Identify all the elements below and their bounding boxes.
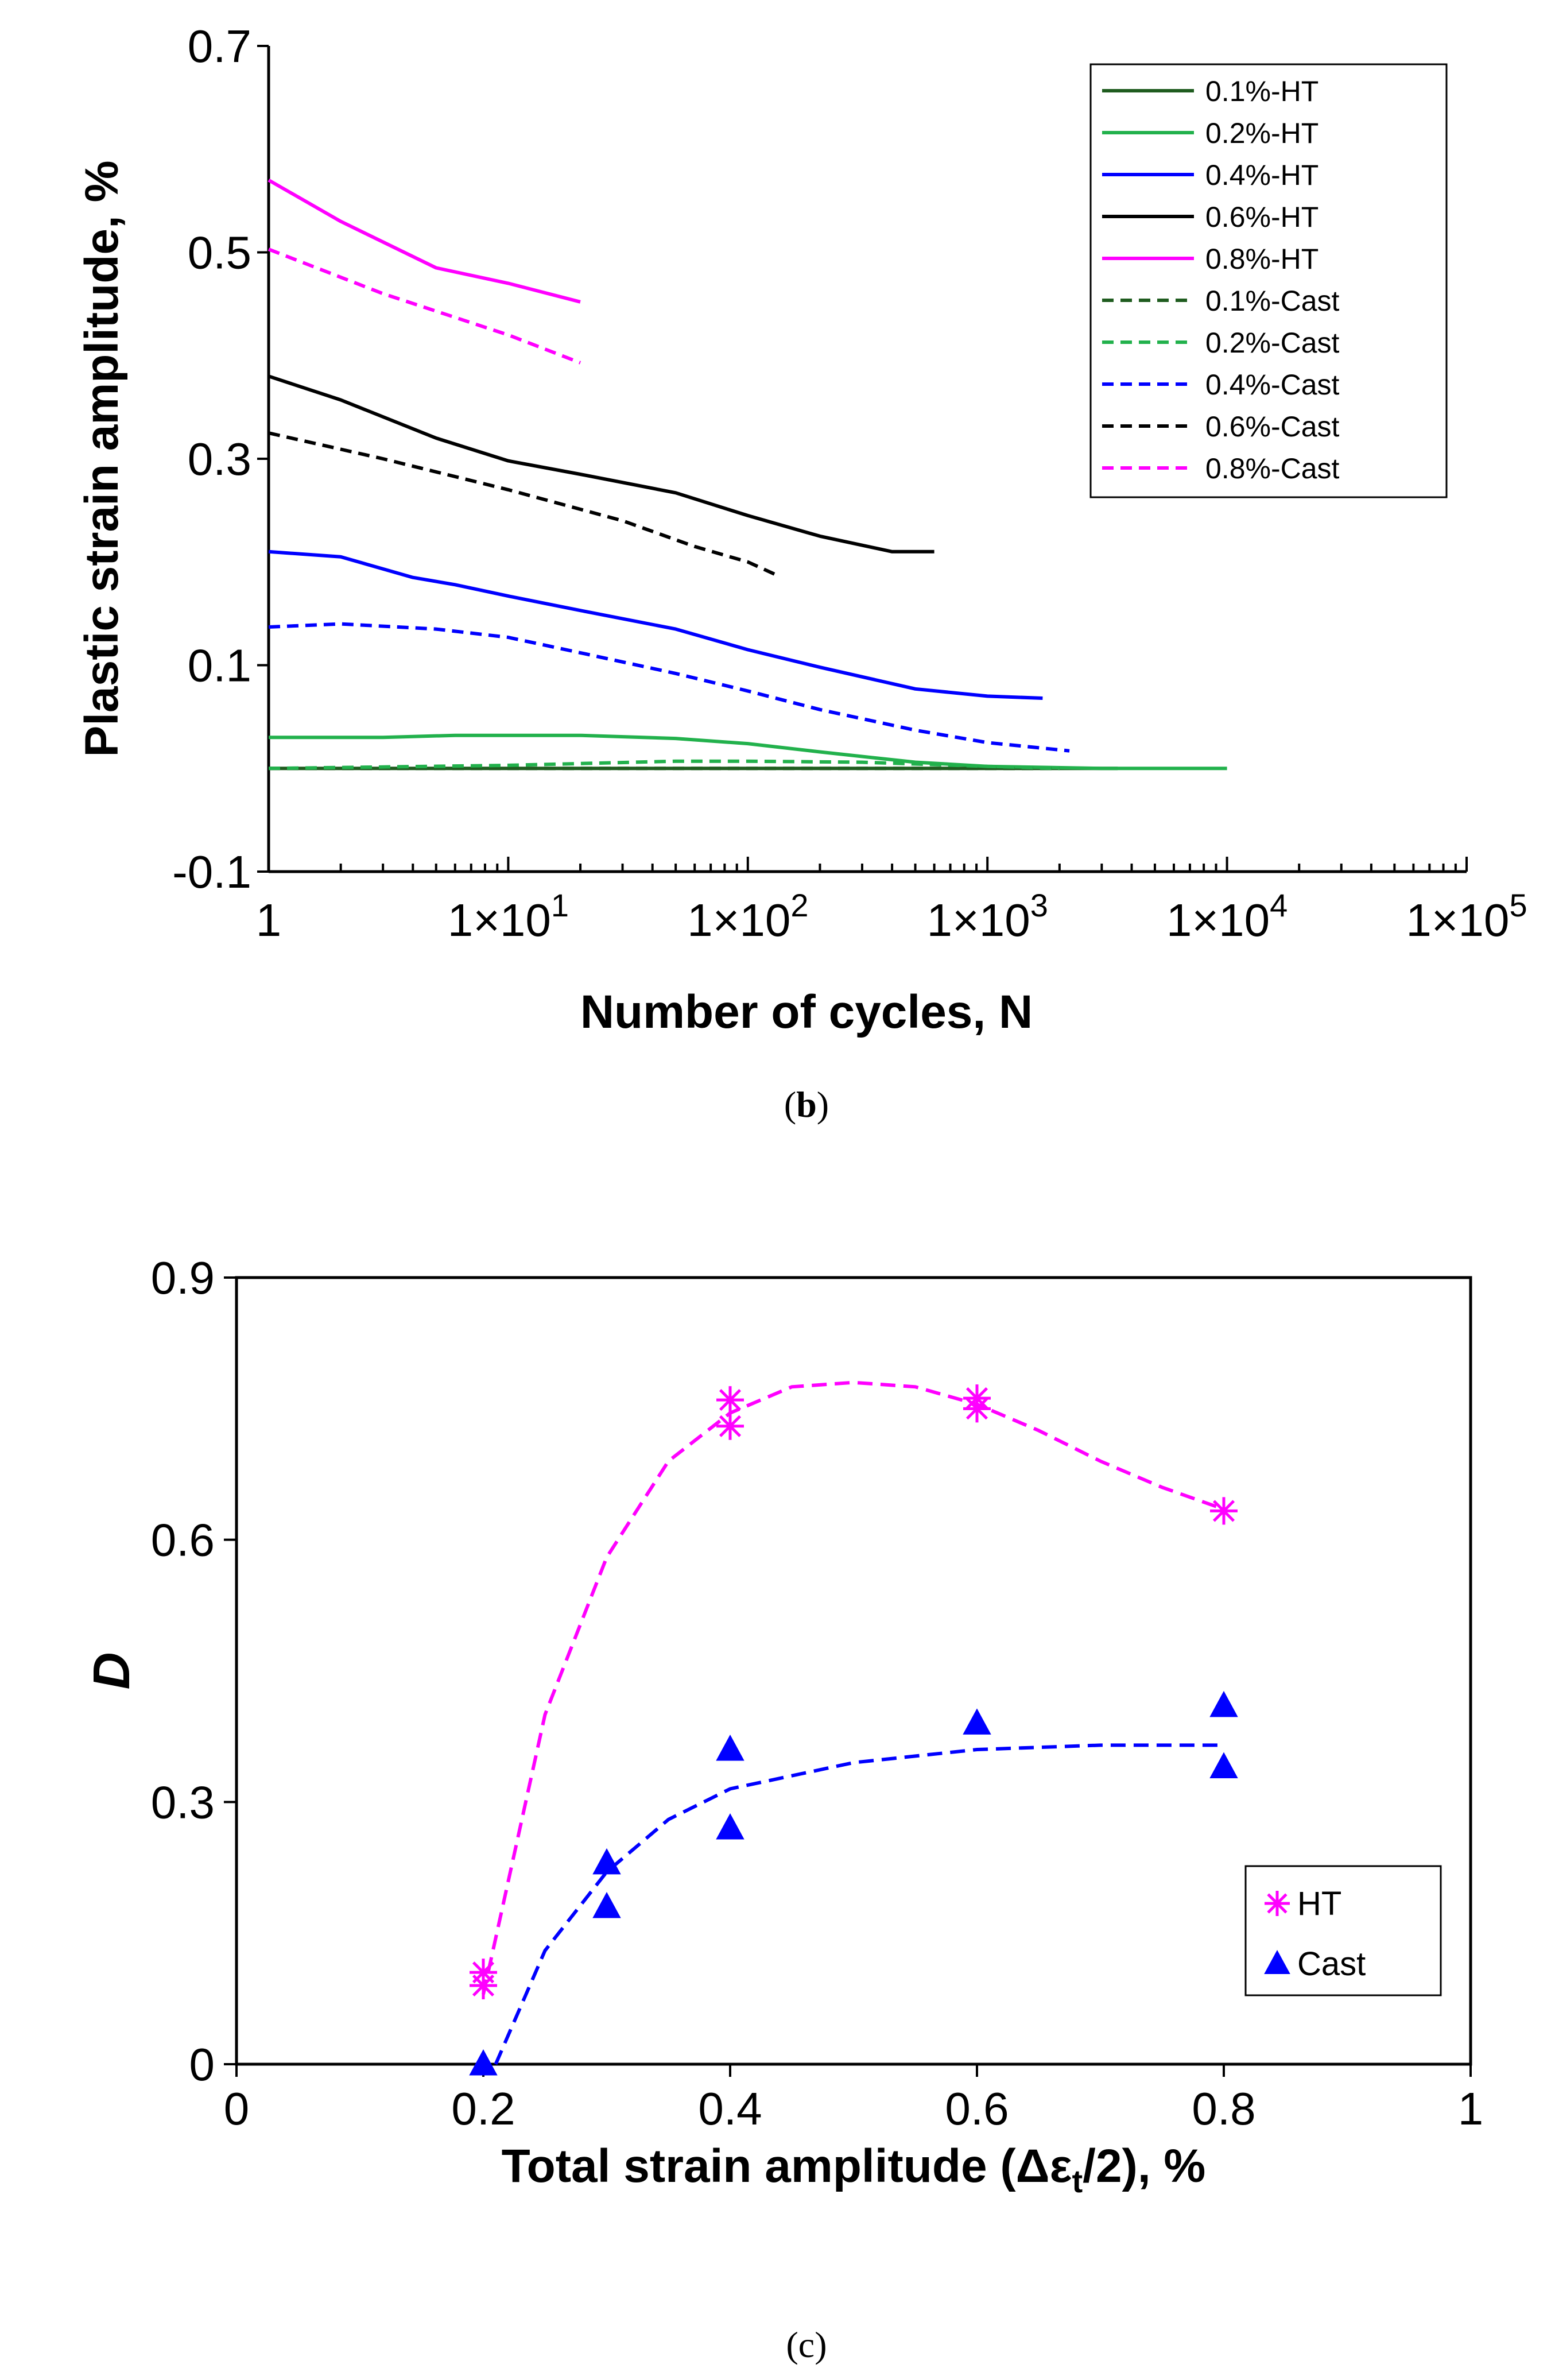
y-axis-title: D <box>83 1653 141 1690</box>
data-point-Cast <box>1209 1752 1238 1778</box>
caption-c: (c) <box>786 2324 827 2365</box>
legend-label: HT <box>1297 1885 1341 1922</box>
y-tick-label: -0.1 <box>172 846 251 897</box>
x-axis-title: Total strain amplitude (Δεt/2), % <box>502 2140 1206 2199</box>
y-axis-title: Plastic strain amplitude, % <box>76 161 128 757</box>
data-point-HT <box>470 1959 497 1987</box>
x-tick-label: 1 <box>256 895 282 946</box>
x-tick-label: 1×105 <box>1406 887 1527 946</box>
x-tick-label: 0.8 <box>1192 2083 1255 2134</box>
x-tick-exponent: 4 <box>1270 887 1288 923</box>
y-tick-label: 0.5 <box>188 227 251 278</box>
x-axis-title: Number of cycles, N <box>580 986 1033 1038</box>
x-tick-label: 0.4 <box>698 2083 762 2134</box>
chart-b: 0.70.50.30.1-0.11 1×101 1×102 1×103 1×104 1×1… <box>76 21 1527 1038</box>
data-point-Cast <box>469 2049 498 2076</box>
y-tick-label: 0.3 <box>151 1777 215 1828</box>
legend-label: 0.8%-Cast <box>1205 452 1340 485</box>
data-point-Cast <box>716 1813 744 1840</box>
legend-label: 0.2%-Cast <box>1205 327 1340 359</box>
legend-label: Cast <box>1297 1945 1366 1983</box>
caption-b: (b) <box>784 1084 829 1125</box>
x-tick-label: 1×101 <box>448 887 569 946</box>
data-point-Cast <box>592 1848 621 1875</box>
x-tick-label: 0 <box>224 2083 250 2134</box>
data-point-HT <box>963 1384 991 1412</box>
x-tick-label: 1×104 <box>1166 887 1288 946</box>
legend-label: 0.4%-Cast <box>1205 369 1340 401</box>
caption-c-letter: c <box>798 2324 815 2365</box>
series-line-0.4%-Cast <box>268 622 1070 753</box>
y-tick-label: 0.6 <box>151 1515 215 1566</box>
data-point-Cast <box>1209 1690 1238 1717</box>
trendline-Cast <box>494 1743 1224 2065</box>
data-point-HT <box>716 1386 744 1414</box>
x-tick-exponent: 1 <box>551 887 569 923</box>
x-tick-exponent: 2 <box>790 887 808 923</box>
series-line-0.2%-HT <box>269 733 1227 771</box>
data-point-HT <box>1210 1497 1238 1525</box>
legend-label: 0.6%-HT <box>1205 201 1319 233</box>
series-line-0.6%-HT <box>268 374 934 554</box>
y-tick-label: 0 <box>189 2039 215 2090</box>
x-tick-label: 0.6 <box>945 2083 1009 2134</box>
y-tick-label: 0.7 <box>188 21 251 72</box>
x-tick-exponent: 5 <box>1510 887 1527 923</box>
y-tick-label: 0.3 <box>188 434 251 485</box>
chart-c: 0 0.3 0.6 0.9 0 0.2 0.4 0.6 0.8 1 Total strain amp… <box>83 1252 1483 2199</box>
legend: HT Cast <box>1244 1865 1442 1996</box>
legend-label: 0.4%-HT <box>1205 159 1319 191</box>
legend-marker <box>1265 1891 1290 1916</box>
series-line-0.6%-Cast <box>268 431 776 576</box>
legend-label: 0.6%-Cast <box>1205 411 1340 443</box>
data-point-Cast <box>592 1892 621 1918</box>
data-point-HT <box>716 1412 744 1440</box>
legend: 0.1%-HT 0.2%-HT 0.4%-HT 0.6%-HT 0.8%-HT 0.1%-… <box>1089 63 1448 498</box>
legend-label: 0.1%-HT <box>1205 75 1319 107</box>
trendline-HT <box>482 1380 1225 1995</box>
series-line-0.8%-HT <box>267 179 581 304</box>
series-line-0.2%-Cast <box>268 759 1060 771</box>
series-line-0.8%-Cast <box>267 247 581 365</box>
x-tick-label: 1 <box>1458 2083 1484 2134</box>
legend-label: 0.2%-HT <box>1205 117 1319 149</box>
x-tick-label: 1×103 <box>927 887 1048 946</box>
data-point-Cast <box>716 1735 744 1761</box>
legend-marker <box>1264 1950 1290 1974</box>
y-tick-label: 0.9 <box>151 1252 215 1303</box>
x-axis-title-subscript: t <box>1072 2163 1083 2199</box>
caption-b-letter: b <box>796 1084 817 1125</box>
legend-label: 0.1%-Cast <box>1205 285 1340 317</box>
x-tick-label: 0.2 <box>451 2083 515 2134</box>
x-axis-title-tail: /2), % <box>1083 2140 1205 2192</box>
x-tick-exponent: 3 <box>1030 887 1048 923</box>
data-point-Cast <box>963 1708 991 1735</box>
plot-frame <box>235 1276 1472 2066</box>
legend-label: 0.8%-HT <box>1205 243 1319 275</box>
y-tick-label: 0.1 <box>188 640 251 691</box>
x-tick-label: 1×102 <box>687 887 808 946</box>
series-line-0.4%-HT <box>268 549 1043 700</box>
